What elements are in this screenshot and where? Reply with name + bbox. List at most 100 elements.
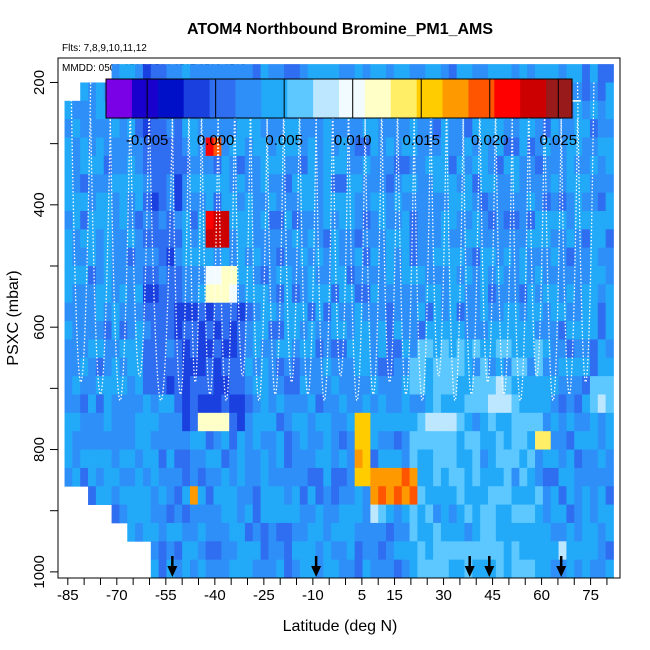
heatmap-cell (519, 321, 528, 340)
heatmap-cell (237, 412, 246, 432)
heatmap-cell (72, 266, 81, 285)
heatmap-cell (260, 119, 269, 138)
heatmap-cell (535, 284, 544, 304)
heatmap-cell (276, 192, 285, 212)
heatmap-cell (339, 192, 348, 212)
heatmap-cell (605, 559, 614, 579)
heatmap-cell (386, 376, 395, 395)
heatmap-cell (323, 155, 332, 175)
heatmap-cell (542, 119, 552, 138)
heatmap-cell (166, 522, 175, 542)
heatmap-cell (401, 412, 410, 432)
heatmap-cell (284, 174, 293, 193)
heatmap-cell (197, 284, 207, 304)
heatmap-cell (291, 431, 301, 450)
flights-label: Flts: 7,8,9,10,11,12 (62, 43, 147, 54)
heatmap-cell (386, 449, 395, 469)
profile-arrows (167, 556, 567, 577)
heatmap-cell (166, 321, 175, 340)
heatmap-cell (589, 229, 599, 249)
heatmap-cell (315, 339, 324, 359)
heatmap-cell (597, 559, 607, 579)
colorbar-cell (106, 79, 133, 118)
heatmap-cell (597, 412, 607, 432)
heatmap-cell (605, 486, 614, 505)
heatmap-cell (323, 247, 332, 267)
colorbar-tick-label: 0.015 (402, 132, 440, 149)
heatmap-cell (346, 339, 356, 359)
heatmap-cell (597, 394, 607, 414)
heatmap-cell (456, 247, 465, 267)
heatmap-cell (339, 266, 348, 285)
heatmap-cell (284, 266, 293, 285)
heatmap-cell (605, 376, 614, 395)
heatmap-cell (370, 394, 379, 414)
heatmap-cell (433, 64, 442, 83)
heatmap-cell (252, 321, 261, 340)
heatmap-cell (542, 174, 552, 193)
heatmap-cell (401, 64, 410, 83)
heatmap-cell (244, 467, 254, 487)
heatmap-cell (197, 192, 207, 212)
heatmap-cell (80, 192, 89, 212)
heatmap-cell (276, 210, 285, 230)
flight-profile (478, 82, 497, 383)
heatmap-cell (291, 522, 301, 542)
heatmap-cell (566, 431, 575, 450)
heatmap-cell (150, 192, 160, 212)
heatmap-cell (307, 229, 316, 249)
heatmap-cell (464, 394, 473, 414)
heatmap-cell (425, 155, 434, 175)
heatmap-cell (276, 412, 285, 432)
heatmap-cell (346, 284, 356, 304)
heatmap-cell (550, 431, 559, 450)
heatmap-cell (354, 247, 363, 267)
heatmap-cell (64, 449, 73, 469)
heatmap-cell (276, 155, 285, 175)
heatmap-cell (597, 376, 607, 395)
heatmap-cell (174, 486, 183, 505)
heatmap-cell (440, 449, 450, 469)
heatmap-cell (566, 449, 575, 469)
heatmap-cell (88, 321, 97, 340)
heatmap-cell (425, 229, 434, 249)
heatmap-cell (558, 339, 567, 359)
heatmap-cell (605, 504, 614, 524)
heatmap-cell (378, 174, 387, 193)
heatmap-cell (291, 559, 301, 579)
heatmap-cell (64, 266, 73, 285)
heatmap-cell (127, 247, 136, 267)
heatmap-cell (135, 174, 144, 193)
heatmap-cell (284, 321, 293, 340)
heatmap-cell (456, 449, 465, 469)
heatmap-cell (495, 64, 505, 83)
heatmap-cell (401, 137, 410, 157)
heatmap-cell (362, 486, 371, 505)
flight-profile (201, 119, 219, 396)
heatmap-cell (433, 192, 442, 212)
heatmap-cell (88, 394, 97, 414)
heatmap-cell (72, 449, 81, 469)
heatmap-cell (597, 82, 607, 102)
heatmap-cell (166, 137, 175, 157)
heatmap-cell (331, 321, 340, 340)
heatmap-cell (237, 119, 246, 138)
heatmap-cell (111, 174, 120, 193)
heatmap-cell (519, 284, 528, 304)
heatmap-cell (197, 541, 207, 561)
heatmap-cell (323, 541, 332, 561)
flight-profile (544, 119, 562, 402)
heatmap-cell (511, 284, 520, 304)
heatmap-cell (237, 192, 246, 212)
heatmap-cell (221, 376, 230, 395)
heatmap-cell (229, 394, 238, 414)
heatmap-cell (205, 522, 214, 542)
heatmap-cell (190, 431, 199, 450)
heatmap-cell (299, 266, 309, 285)
heatmap-cell (503, 137, 512, 157)
heatmap-cell (487, 247, 497, 267)
heatmap-cell (127, 284, 136, 304)
heatmap-cell (409, 394, 418, 414)
heatmap-cell (119, 284, 128, 304)
heatmap-cell (503, 559, 512, 579)
